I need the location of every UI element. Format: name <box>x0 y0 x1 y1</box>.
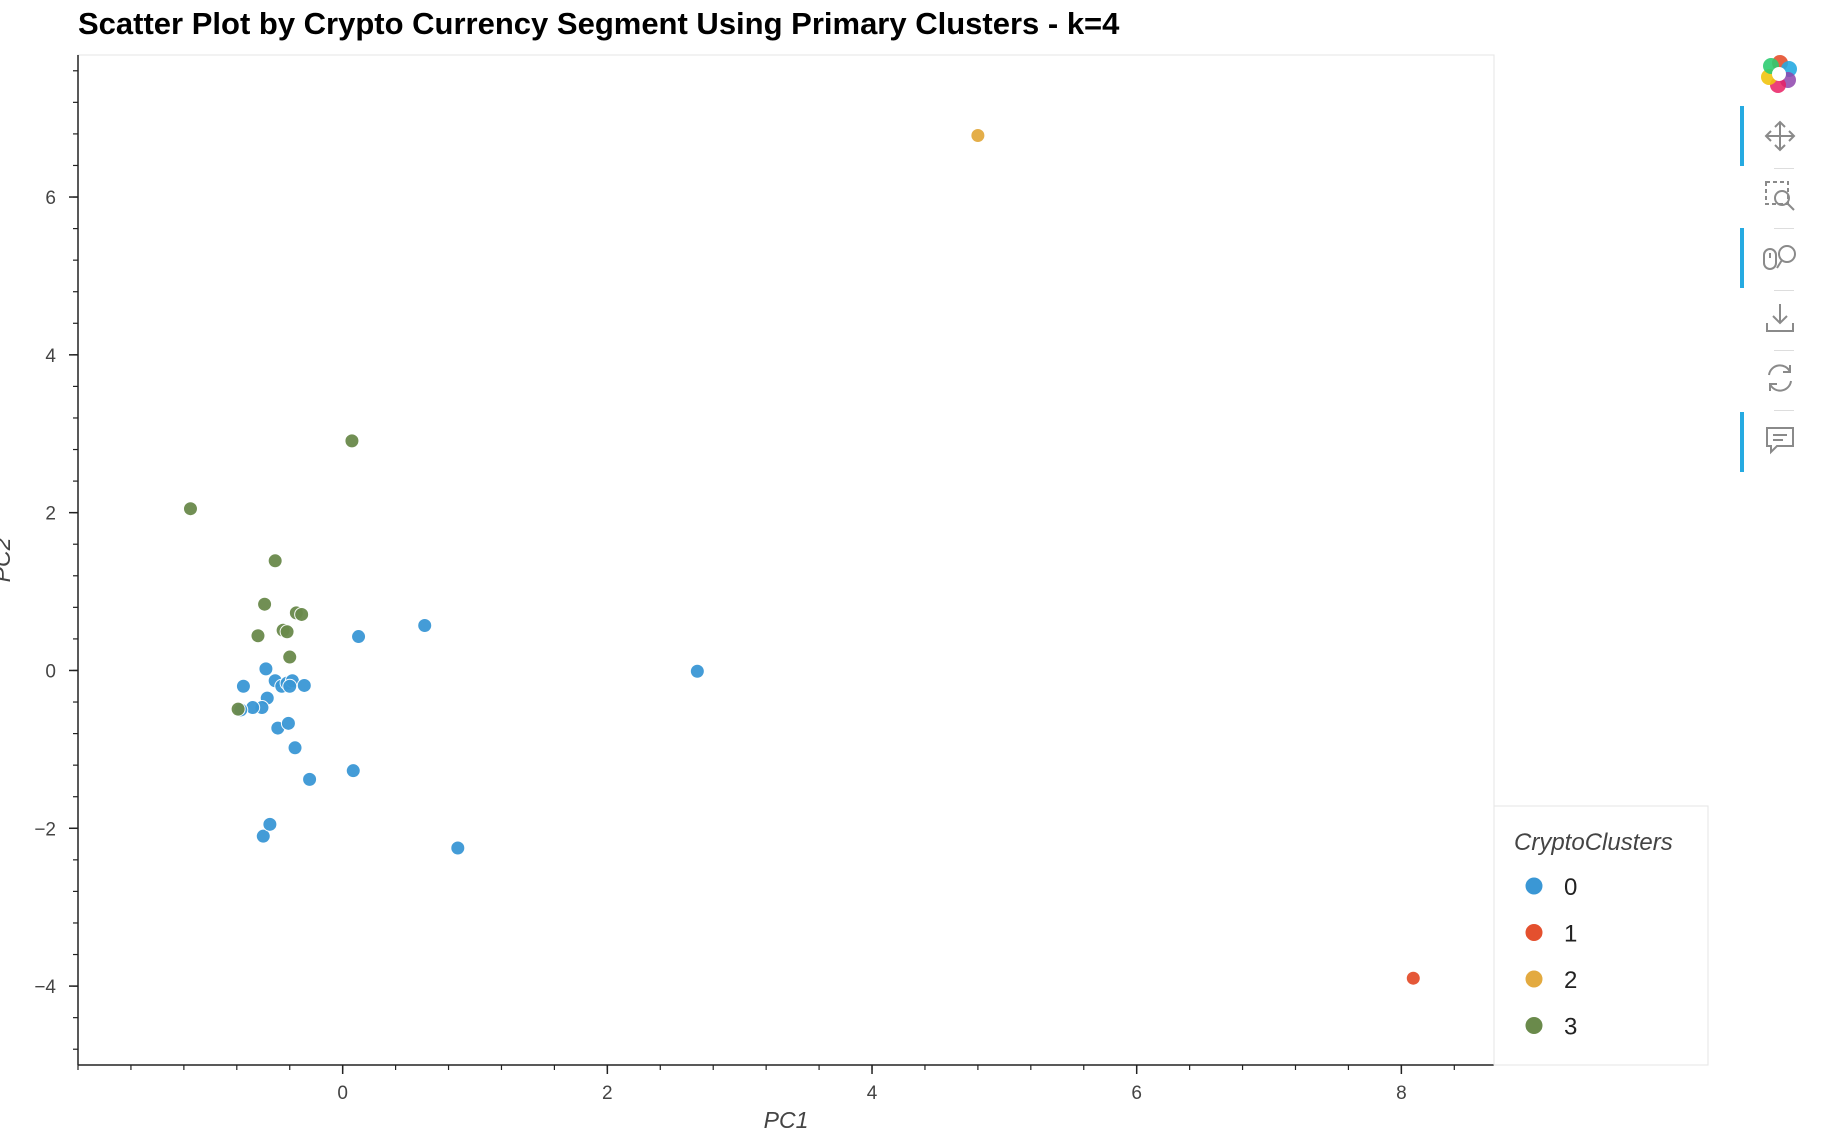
legend-marker[interactable] <box>1524 1016 1544 1035</box>
data-point[interactable] <box>1405 970 1421 986</box>
y-tick-label: −2 <box>34 819 56 840</box>
toolbar <box>1740 50 1810 490</box>
y-tick-label: −4 <box>34 977 56 998</box>
data-point[interactable] <box>970 127 986 143</box>
x-axis-label: PC1 <box>764 1107 809 1133</box>
x-tick-label: 6 <box>1131 1083 1142 1104</box>
y-tick-label: 4 <box>45 346 56 367</box>
box-zoom-icon[interactable] <box>1756 172 1804 220</box>
hover-icon[interactable] <box>1756 416 1804 464</box>
x-tick-label: 0 <box>337 1083 348 1104</box>
series-2 <box>970 127 986 143</box>
y-tick-label: 0 <box>45 661 56 682</box>
data-point[interactable] <box>235 678 251 694</box>
data-point[interactable] <box>230 701 246 717</box>
data-point[interactable] <box>267 553 283 569</box>
data-point[interactable] <box>302 771 318 787</box>
data-point[interactable] <box>262 816 278 832</box>
data-point[interactable] <box>344 433 360 449</box>
data-point[interactable] <box>250 628 266 644</box>
data-point[interactable] <box>280 715 296 731</box>
legend-title: CryptoClusters <box>1514 829 1673 856</box>
save-icon[interactable] <box>1756 294 1804 342</box>
series-3 <box>182 433 360 717</box>
data-point[interactable] <box>294 606 310 622</box>
x-tick-label: 2 <box>602 1083 613 1104</box>
data-point[interactable] <box>279 624 295 640</box>
legend-label[interactable]: 2 <box>1564 967 1577 994</box>
pan-icon[interactable] <box>1756 112 1804 160</box>
y-tick-label: 6 <box>45 188 56 209</box>
data-point[interactable] <box>282 649 298 665</box>
data-point[interactable] <box>182 501 198 517</box>
data-point[interactable] <box>287 740 303 756</box>
x-tick-label: 8 <box>1396 1083 1407 1104</box>
bokeh-logo-icon[interactable] <box>1756 50 1804 98</box>
legend-label[interactable]: 1 <box>1564 921 1577 948</box>
data-point[interactable] <box>296 677 312 693</box>
legend-marker[interactable] <box>1524 876 1544 896</box>
y-axis-label: PC2 <box>0 537 15 582</box>
data-point[interactable] <box>258 661 274 677</box>
data-point[interactable] <box>255 828 271 844</box>
series-0 <box>233 617 705 856</box>
plot-frame <box>77 54 1495 1066</box>
chart-title: Scatter Plot by Crypto Currency Segment … <box>78 6 1120 41</box>
x-tick-label: 4 <box>867 1083 878 1104</box>
data-point[interactable] <box>282 678 298 694</box>
wheel-zoom-icon[interactable] <box>1756 234 1804 282</box>
data-point[interactable] <box>417 617 433 633</box>
legend-marker[interactable] <box>1524 969 1544 989</box>
series-1 <box>1405 970 1421 986</box>
legend-label[interactable]: 0 <box>1564 874 1577 901</box>
legend-marker[interactable] <box>1524 923 1544 942</box>
data-point[interactable] <box>450 840 466 856</box>
legend-label[interactable]: 3 <box>1564 1014 1577 1041</box>
reset-icon[interactable] <box>1756 354 1804 402</box>
y-tick-label: 2 <box>45 504 56 525</box>
data-point[interactable] <box>257 596 273 612</box>
data-point[interactable] <box>689 663 705 679</box>
data-point[interactable] <box>345 763 361 779</box>
data-point[interactable] <box>351 629 367 645</box>
